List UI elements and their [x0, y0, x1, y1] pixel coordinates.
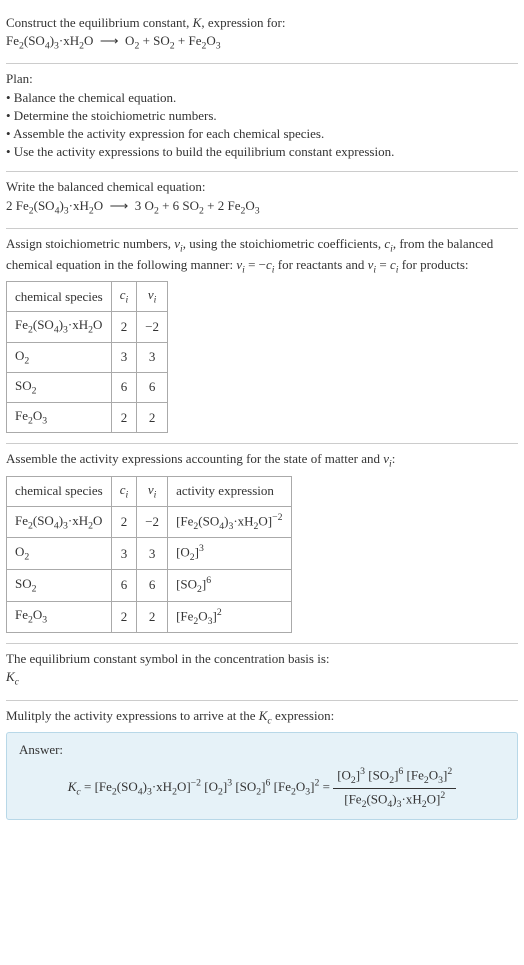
col-header: ci [111, 282, 137, 312]
symbol-line1: The equilibrium constant symbol in the c… [6, 650, 518, 668]
activity-intro: Assemble the activity expressions accoun… [6, 450, 518, 471]
answer-box: Answer: Kc = [Fe2(SO4)3·xH2O]−2 [O2]3 [S… [6, 732, 518, 820]
stoich-table: chemical species ci νi Fe2(SO4)3·xH2O2−2… [6, 281, 168, 433]
cell: Fe2(SO4)3·xH2O [7, 312, 112, 342]
plan-item: • Use the activity expressions to build … [6, 143, 518, 161]
cell: [Fe2(SO4)3·xH2O]−2 [168, 506, 291, 538]
header-equation: Fe2(SO4)3·xH2O ⟶ O2 + SO2 + Fe2O3 [6, 32, 518, 53]
cell: SO2 [7, 570, 112, 602]
col-header: chemical species [7, 282, 112, 312]
cell: Fe2(SO4)3·xH2O [7, 506, 112, 538]
header-line1: Construct the equilibrium constant, K, e… [6, 14, 518, 32]
plan-item: • Assemble the activity expression for e… [6, 125, 518, 143]
table-row: SO266[SO2]6 [7, 570, 292, 602]
fraction-numerator: [O2]3 [SO2]6 [Fe2O3]2 [333, 765, 456, 789]
cell: [O2]3 [168, 538, 291, 570]
cell: 6 [137, 570, 168, 602]
table-row: SO266 [7, 372, 168, 402]
col-header: chemical species [7, 476, 112, 506]
cell: 2 [111, 601, 137, 633]
plan-title: Plan: [6, 70, 518, 88]
cell: 3 [137, 538, 168, 570]
multiply-section: Mulitply the activity expressions to arr… [6, 701, 518, 831]
cell: 2 [137, 403, 168, 433]
cell: 2 [137, 601, 168, 633]
cell: 2 [111, 506, 137, 538]
stoich-intro: Assign stoichiometric numbers, νi, using… [6, 235, 518, 277]
cell: 3 [111, 342, 137, 372]
cell: 6 [137, 372, 168, 402]
activity-table: chemical species ci νi activity expressi… [6, 476, 292, 633]
answer-label: Answer: [19, 741, 505, 759]
activity-section: Assemble the activity expressions accoun… [6, 444, 518, 644]
table-row: O233 [7, 342, 168, 372]
table-row: Fe2(SO4)3·xH2O2−2[Fe2(SO4)3·xH2O]−2 [7, 506, 292, 538]
table-row: Fe2(SO4)3·xH2O2−2 [7, 312, 168, 342]
table-header-row: chemical species ci νi [7, 282, 168, 312]
cell: 2 [111, 403, 137, 433]
answer-fraction: [O2]3 [SO2]6 [Fe2O3]2[Fe2(SO4)3·xH2O]2 [333, 765, 456, 811]
plan-item: • Balance the chemical equation. [6, 89, 518, 107]
symbol-section: The equilibrium constant symbol in the c… [6, 644, 518, 700]
stoich-section: Assign stoichiometric numbers, νi, using… [6, 229, 518, 445]
cell: O2 [7, 538, 112, 570]
cell: SO2 [7, 372, 112, 402]
table-row: Fe2O322 [7, 403, 168, 433]
col-header: ci [111, 476, 137, 506]
cell: 3 [137, 342, 168, 372]
plan-section: Plan: • Balance the chemical equation. •… [6, 64, 518, 172]
cell: Fe2O3 [7, 601, 112, 633]
cell: 6 [111, 570, 137, 602]
cell: 2 [111, 312, 137, 342]
cell: [SO2]6 [168, 570, 291, 602]
table-row: O233[O2]3 [7, 538, 292, 570]
balanced-equation: 2 Fe2(SO4)3·xH2O ⟶ 3 O2 + 6 SO2 + 2 Fe2O… [6, 197, 518, 218]
plan-item: • Determine the stoichiometric numbers. [6, 107, 518, 125]
cell: −2 [137, 312, 168, 342]
table-header-row: chemical species ci νi activity expressi… [7, 476, 292, 506]
cell: −2 [137, 506, 168, 538]
symbol-line2: Kc [6, 668, 518, 689]
col-header: νi [137, 282, 168, 312]
answer-equation: Kc = [Fe2(SO4)3·xH2O]−2 [O2]3 [SO2]6 [Fe… [19, 765, 505, 811]
col-header: νi [137, 476, 168, 506]
balanced-section: Write the balanced chemical equation: 2 … [6, 172, 518, 228]
header-section: Construct the equilibrium constant, K, e… [6, 8, 518, 64]
multiply-title: Mulitply the activity expressions to arr… [6, 707, 518, 728]
cell: [Fe2O3]2 [168, 601, 291, 633]
answer-lhs: Kc = [Fe2(SO4)3·xH2O]−2 [O2]3 [SO2]6 [Fe… [68, 779, 333, 794]
cell: O2 [7, 342, 112, 372]
fraction-denominator: [Fe2(SO4)3·xH2O]2 [333, 789, 456, 812]
balanced-title: Write the balanced chemical equation: [6, 178, 518, 196]
col-header: activity expression [168, 476, 291, 506]
cell: 6 [111, 372, 137, 402]
table-row: Fe2O322[Fe2O3]2 [7, 601, 292, 633]
cell: Fe2O3 [7, 403, 112, 433]
cell: 3 [111, 538, 137, 570]
